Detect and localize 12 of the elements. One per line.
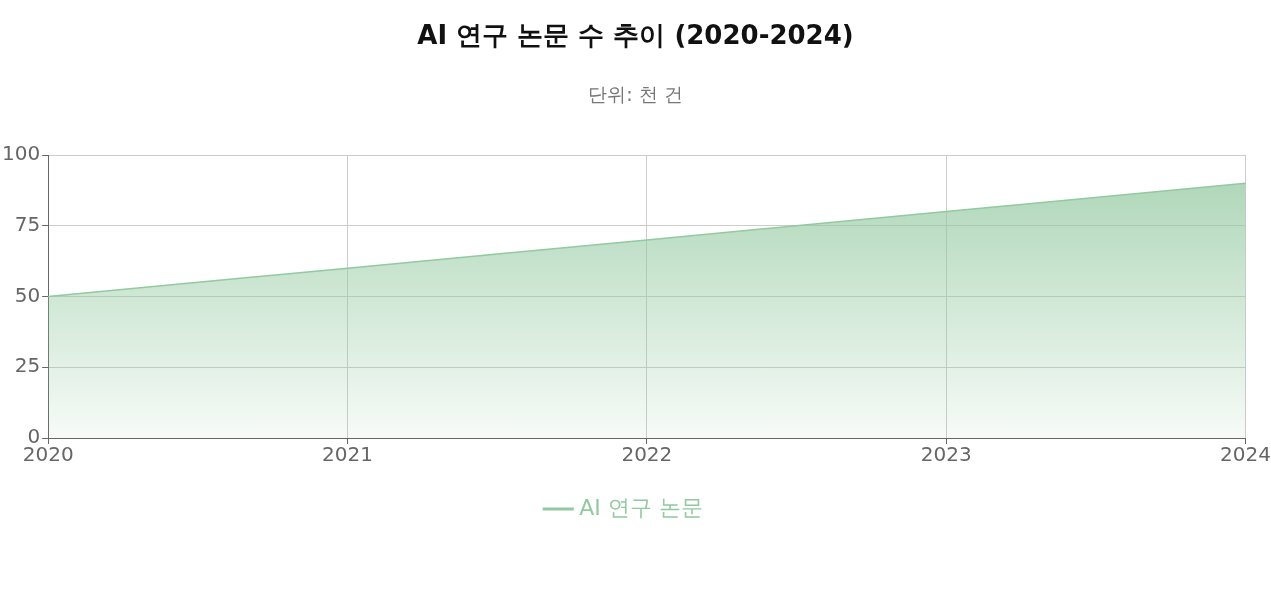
legend-label: AI 연구 논문 (579, 494, 703, 520)
chart-subtitle: 단위: 천 건 (587, 82, 684, 107)
x-tick-label: 2021 (322, 442, 373, 467)
y-tick-label: 25 (14, 353, 41, 378)
x-tick-label: 2022 (621, 442, 673, 467)
y-tick-label: 100 (1, 141, 41, 166)
y-tick-label: 50 (14, 282, 41, 307)
x-tick-label: 2020 (22, 442, 74, 467)
x-tick-label: 2023 (920, 442, 972, 467)
chart-title: AI 연구 논문 수 추이 (2020-2024) (416, 19, 855, 52)
x-tick-label: 2024 (1220, 442, 1271, 467)
y-tick-label: 75 (14, 211, 41, 236)
